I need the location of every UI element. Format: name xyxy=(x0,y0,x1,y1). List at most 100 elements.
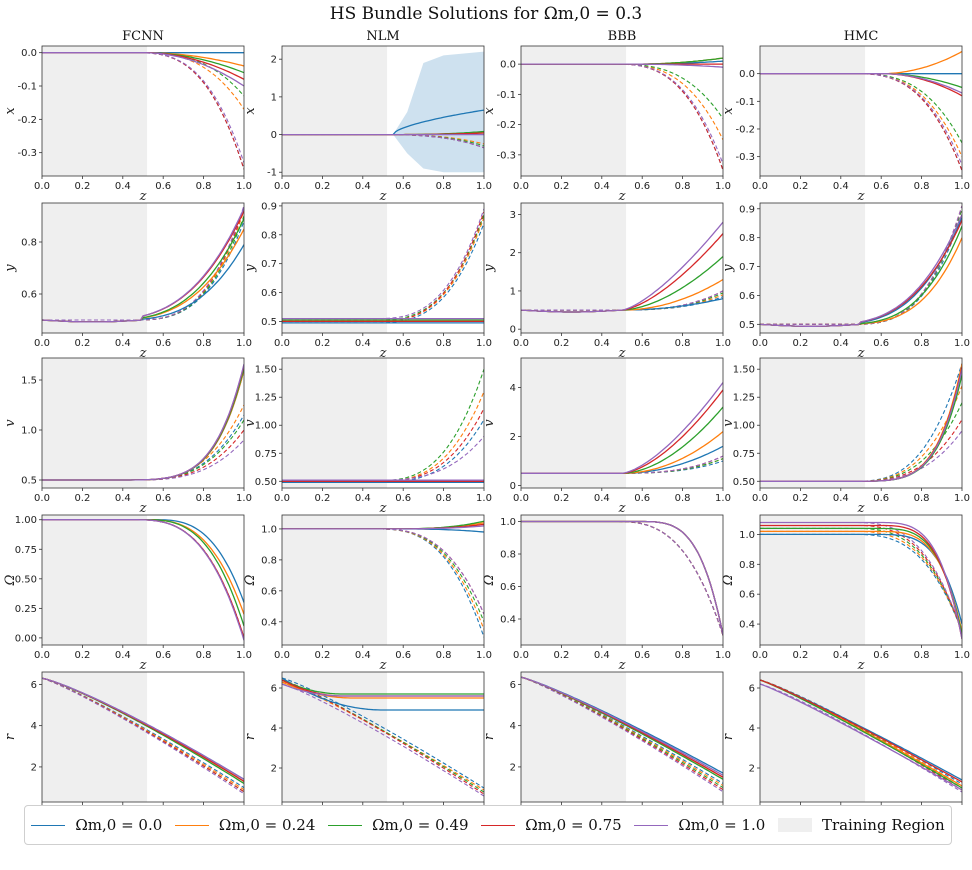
y-tick-label: 1.25 xyxy=(255,393,277,404)
legend-swatch xyxy=(481,824,516,826)
y-tick-label: 1.0 xyxy=(739,530,755,541)
x-tick-label: 0.2 xyxy=(74,181,90,192)
x-tick-label: 0.2 xyxy=(553,181,569,192)
x-tick-label: 0.0 xyxy=(752,650,768,661)
x-tick-label: 0.2 xyxy=(314,493,330,504)
x-tick-label: 0.0 xyxy=(274,338,290,349)
y-tick-label: 0.6 xyxy=(261,586,277,597)
uncertainty-band xyxy=(393,51,484,173)
x-axis-label: z xyxy=(379,501,387,516)
y-axis-label: v xyxy=(721,419,736,427)
y-tick-label: 1 xyxy=(271,92,277,103)
x-tick-label: 0.4 xyxy=(594,181,610,192)
x-axis-label: z xyxy=(618,501,626,516)
axes-frame xyxy=(520,202,724,334)
legend-label: Training Region xyxy=(821,816,945,834)
x-tick-label: 0.0 xyxy=(34,650,50,661)
reference-line xyxy=(282,679,484,793)
reference-line xyxy=(282,683,484,797)
series-line xyxy=(760,679,962,783)
x-tick-label: 0.2 xyxy=(792,181,808,192)
x-tick-label: 0.6 xyxy=(155,181,171,192)
y-tick-label: 1 xyxy=(510,286,516,297)
legend-item: Ωm,0 = 0.75 xyxy=(481,816,622,834)
x-tick-label: 0.8 xyxy=(196,338,212,349)
x-tick-label: 0.8 xyxy=(675,338,691,349)
subplot-nlm-3: 0.0 0.2 0.4 0.6 0.8 1.0 z 0.50 0.75 1.00 1.25 1.50 v xyxy=(243,357,492,516)
y-tick-label: 2 xyxy=(31,762,37,773)
subplot-bbb-4: 0.0 0.2 0.4 0.6 0.8 1.0 z 1.0 0.8 0.6 0.4 Ω xyxy=(482,514,731,673)
y-tick-label: 0.25 xyxy=(15,604,37,615)
x-tick-label: 0.6 xyxy=(873,338,889,349)
training-region xyxy=(42,515,148,645)
x-tick-label: 0.2 xyxy=(553,338,569,349)
reference-line xyxy=(42,677,244,795)
series-line xyxy=(42,52,244,87)
axes-frame xyxy=(281,45,485,177)
axes-frame xyxy=(41,45,245,177)
legend-label: Ωm,0 = 0.0 xyxy=(75,816,163,834)
series-line xyxy=(521,221,723,313)
subplot-hmc-3: 0.0 0.2 0.4 0.6 0.8 1.0 z 0.50 0.75 1.00 1.25 1.50 v xyxy=(721,357,970,516)
y-tick-label: -0.2 xyxy=(735,124,755,135)
x-tick-label: 0.0 xyxy=(34,338,50,349)
x-tick-label: 0.2 xyxy=(553,650,569,661)
y-tick-label: 1.0 xyxy=(21,426,37,437)
x-axis-label: z xyxy=(618,658,626,673)
y-axis-label: Ω xyxy=(3,574,18,586)
axes-frame xyxy=(759,357,963,489)
y-tick-label: 6 xyxy=(271,684,277,695)
legend-label: Ωm,0 = 0.75 xyxy=(525,816,622,834)
x-tick-label: 0.8 xyxy=(436,338,452,349)
y-tick-label: 0.6 xyxy=(739,291,755,302)
x-tick-label: 1.0 xyxy=(954,181,970,192)
y-tick-label: 4 xyxy=(510,721,516,732)
y-tick-label: -1 xyxy=(267,168,277,179)
y-tick-label: 4 xyxy=(31,721,37,732)
y-axis-label: r xyxy=(3,733,18,740)
training-region xyxy=(282,358,388,488)
y-tick-label: 0.6 xyxy=(500,582,516,593)
x-tick-label: 0.6 xyxy=(634,650,650,661)
y-tick-label: -0.2 xyxy=(17,115,37,126)
legend-item: Ωm,0 = 0.49 xyxy=(328,816,469,834)
series-line xyxy=(42,363,244,481)
axes-frame xyxy=(41,202,245,334)
axes-frame xyxy=(520,45,724,177)
x-tick-label: 0.6 xyxy=(395,650,411,661)
x-tick-label: 0.6 xyxy=(395,338,411,349)
x-tick-label: 0.6 xyxy=(634,493,650,504)
x-tick-label: 1.0 xyxy=(236,181,252,192)
x-tick-label: 0.4 xyxy=(355,338,371,349)
x-tick-label: 0.4 xyxy=(833,650,849,661)
y-tick-label: 0.50 xyxy=(15,574,37,585)
axes-frame xyxy=(41,514,245,646)
y-axis-label: x xyxy=(243,107,258,115)
y-tick-label: 0 xyxy=(271,130,277,141)
x-tick-label: 0.8 xyxy=(675,181,691,192)
training-region xyxy=(760,358,866,488)
x-axis-label: z xyxy=(857,189,865,204)
x-tick-label: 1.0 xyxy=(954,493,970,504)
series-line xyxy=(760,214,962,327)
y-tick-label: 0.75 xyxy=(15,545,37,556)
x-tick-label: 0.0 xyxy=(34,181,50,192)
x-tick-label: 0.0 xyxy=(513,650,529,661)
y-tick-label: 0.8 xyxy=(261,555,277,566)
y-tick-label: 1.0 xyxy=(500,517,516,528)
series-line xyxy=(521,63,723,68)
y-tick-label: 0.7 xyxy=(261,259,277,270)
axes-frame xyxy=(520,357,724,489)
series-line xyxy=(282,677,484,711)
x-axis-label: z xyxy=(379,658,387,673)
x-tick-label: 0.8 xyxy=(196,493,212,504)
y-axis-label: Ω xyxy=(482,574,497,586)
y-tick-label: 4 xyxy=(271,724,277,735)
x-tick-label: 1.0 xyxy=(476,181,492,192)
x-tick-label: 0.4 xyxy=(833,181,849,192)
axes-frame xyxy=(41,671,245,803)
x-axis-label: z xyxy=(857,346,865,361)
training-region xyxy=(42,358,148,488)
x-tick-label: 0.4 xyxy=(594,493,610,504)
